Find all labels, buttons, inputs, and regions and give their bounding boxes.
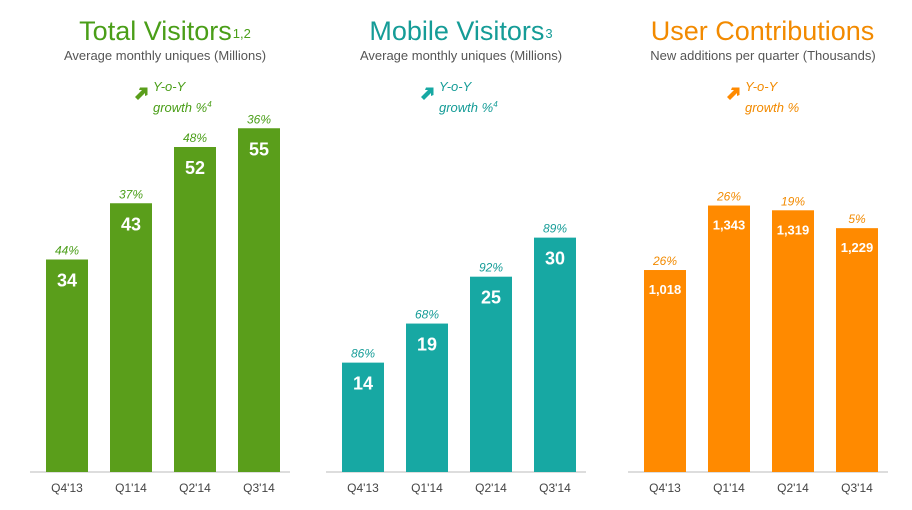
bar	[534, 237, 576, 472]
legend-line1: Y-o-Y	[439, 79, 472, 94]
bar	[110, 203, 152, 472]
bar-value-label: 1,319	[777, 222, 810, 237]
legend-text: Y-o-Y growth %4	[153, 78, 212, 117]
x-tick-label: Q1'14	[411, 481, 443, 495]
bar-value-label: 1,343	[713, 218, 746, 233]
growth-arrow-icon	[727, 87, 740, 100]
growth-label: 5%	[848, 212, 866, 226]
title-footnote: 1,2	[232, 26, 251, 41]
bar-value-label: 19	[417, 335, 437, 355]
growth-label: 89%	[543, 222, 567, 236]
bar-value-label: 52	[185, 158, 205, 178]
bar-chart-mobile-visitors: 14 86% Q4'13 19 68% Q1'14 25 92% Q2'14 30 89% Q3'14	[326, 222, 586, 495]
x-tick-label: Q4'13	[649, 481, 681, 495]
legend-text: Y-o-Y growth %	[745, 78, 799, 117]
bar-value-label: 43	[121, 214, 141, 234]
x-tick-label: Q4'13	[51, 481, 83, 495]
title-text: Mobile Visitors	[369, 16, 545, 46]
bar-chart-total-visitors: 34 44% Q4'13 43 37% Q1'14 52 48% Q2'14 55 36% Q3'14	[30, 112, 290, 495]
title-footnote: 3	[545, 26, 553, 41]
panel-title: Mobile Visitors3	[326, 16, 596, 47]
bar	[644, 270, 686, 472]
bar	[342, 362, 384, 472]
x-tick-label: Q1'14	[115, 481, 147, 495]
bar	[470, 276, 512, 472]
bar	[406, 323, 448, 472]
bar-value-label: 34	[57, 271, 77, 291]
growth-label: 68%	[415, 308, 439, 322]
growth-label: 86%	[351, 347, 375, 361]
growth-label: 48%	[183, 131, 207, 145]
legend-footnote: 4	[493, 100, 498, 109]
panel-subtitle: Average monthly uniques (Millions)	[63, 48, 267, 63]
bar-value-label: 1,018	[649, 282, 682, 297]
bar	[238, 128, 280, 472]
bar	[46, 259, 88, 472]
x-tick-label: Q3'14	[539, 481, 571, 495]
bar	[836, 228, 878, 472]
bar-value-label: 1,229	[841, 240, 874, 255]
growth-label: 37%	[119, 187, 143, 201]
bar	[174, 147, 216, 472]
title-text: Total Visitors	[79, 16, 232, 46]
growth-label: 44%	[55, 244, 79, 258]
growth-arrow-icon	[135, 87, 148, 100]
x-tick-label: Q3'14	[243, 481, 275, 495]
growth-label: 19%	[781, 194, 805, 208]
growth-label: 92%	[479, 261, 503, 275]
growth-label: 26%	[652, 254, 677, 268]
legend-footnote: 4	[207, 100, 212, 109]
growth-arrow-icon	[421, 87, 434, 100]
panel-mobile-visitors: Mobile Visitors3 Average monthly uniques…	[326, 0, 596, 510]
panel-subtitle: Average monthly uniques (Millions)	[359, 48, 563, 63]
panel-subtitle: New additions per quarter (Thousands)	[650, 48, 876, 63]
growth-label: 36%	[247, 112, 271, 126]
x-tick-label: Q1'14	[713, 481, 745, 495]
panel-title: User Contributions	[628, 16, 898, 47]
legend-text: Y-o-Y growth %4	[439, 78, 498, 117]
x-tick-label: Q3'14	[841, 481, 873, 495]
title-text: User Contributions	[650, 16, 875, 46]
x-tick-label: Q2'14	[475, 481, 507, 495]
growth-label: 26%	[716, 190, 741, 204]
bar-value-label: 30	[545, 249, 565, 269]
x-tick-label: Q2'14	[179, 481, 211, 495]
x-tick-label: Q2'14	[777, 481, 809, 495]
bar-chart-user-contributions: 1,018 26% Q4'13 1,343 26% Q1'14 1,319 19% Q2'14 1…	[628, 190, 888, 495]
bar	[772, 210, 814, 473]
bar-value-label: 25	[481, 288, 501, 308]
legend-line2: growth %	[745, 100, 800, 115]
panel-total-visitors: Total Visitors1,2 Average monthly unique…	[30, 0, 300, 510]
bar-value-label: 14	[353, 374, 373, 394]
x-tick-label: Q4'13	[347, 481, 379, 495]
legend-line1: Y-o-Y	[153, 79, 186, 94]
legend-line2: growth %	[439, 100, 494, 115]
bar-value-label: 55	[249, 139, 269, 159]
panel-title: Total Visitors1,2	[30, 16, 300, 47]
legend-line1: Y-o-Y	[745, 79, 778, 94]
panel-user-contributions: User Contributions New additions per qua…	[628, 0, 898, 510]
bar	[708, 205, 750, 473]
legend-line2: growth %	[153, 100, 208, 115]
